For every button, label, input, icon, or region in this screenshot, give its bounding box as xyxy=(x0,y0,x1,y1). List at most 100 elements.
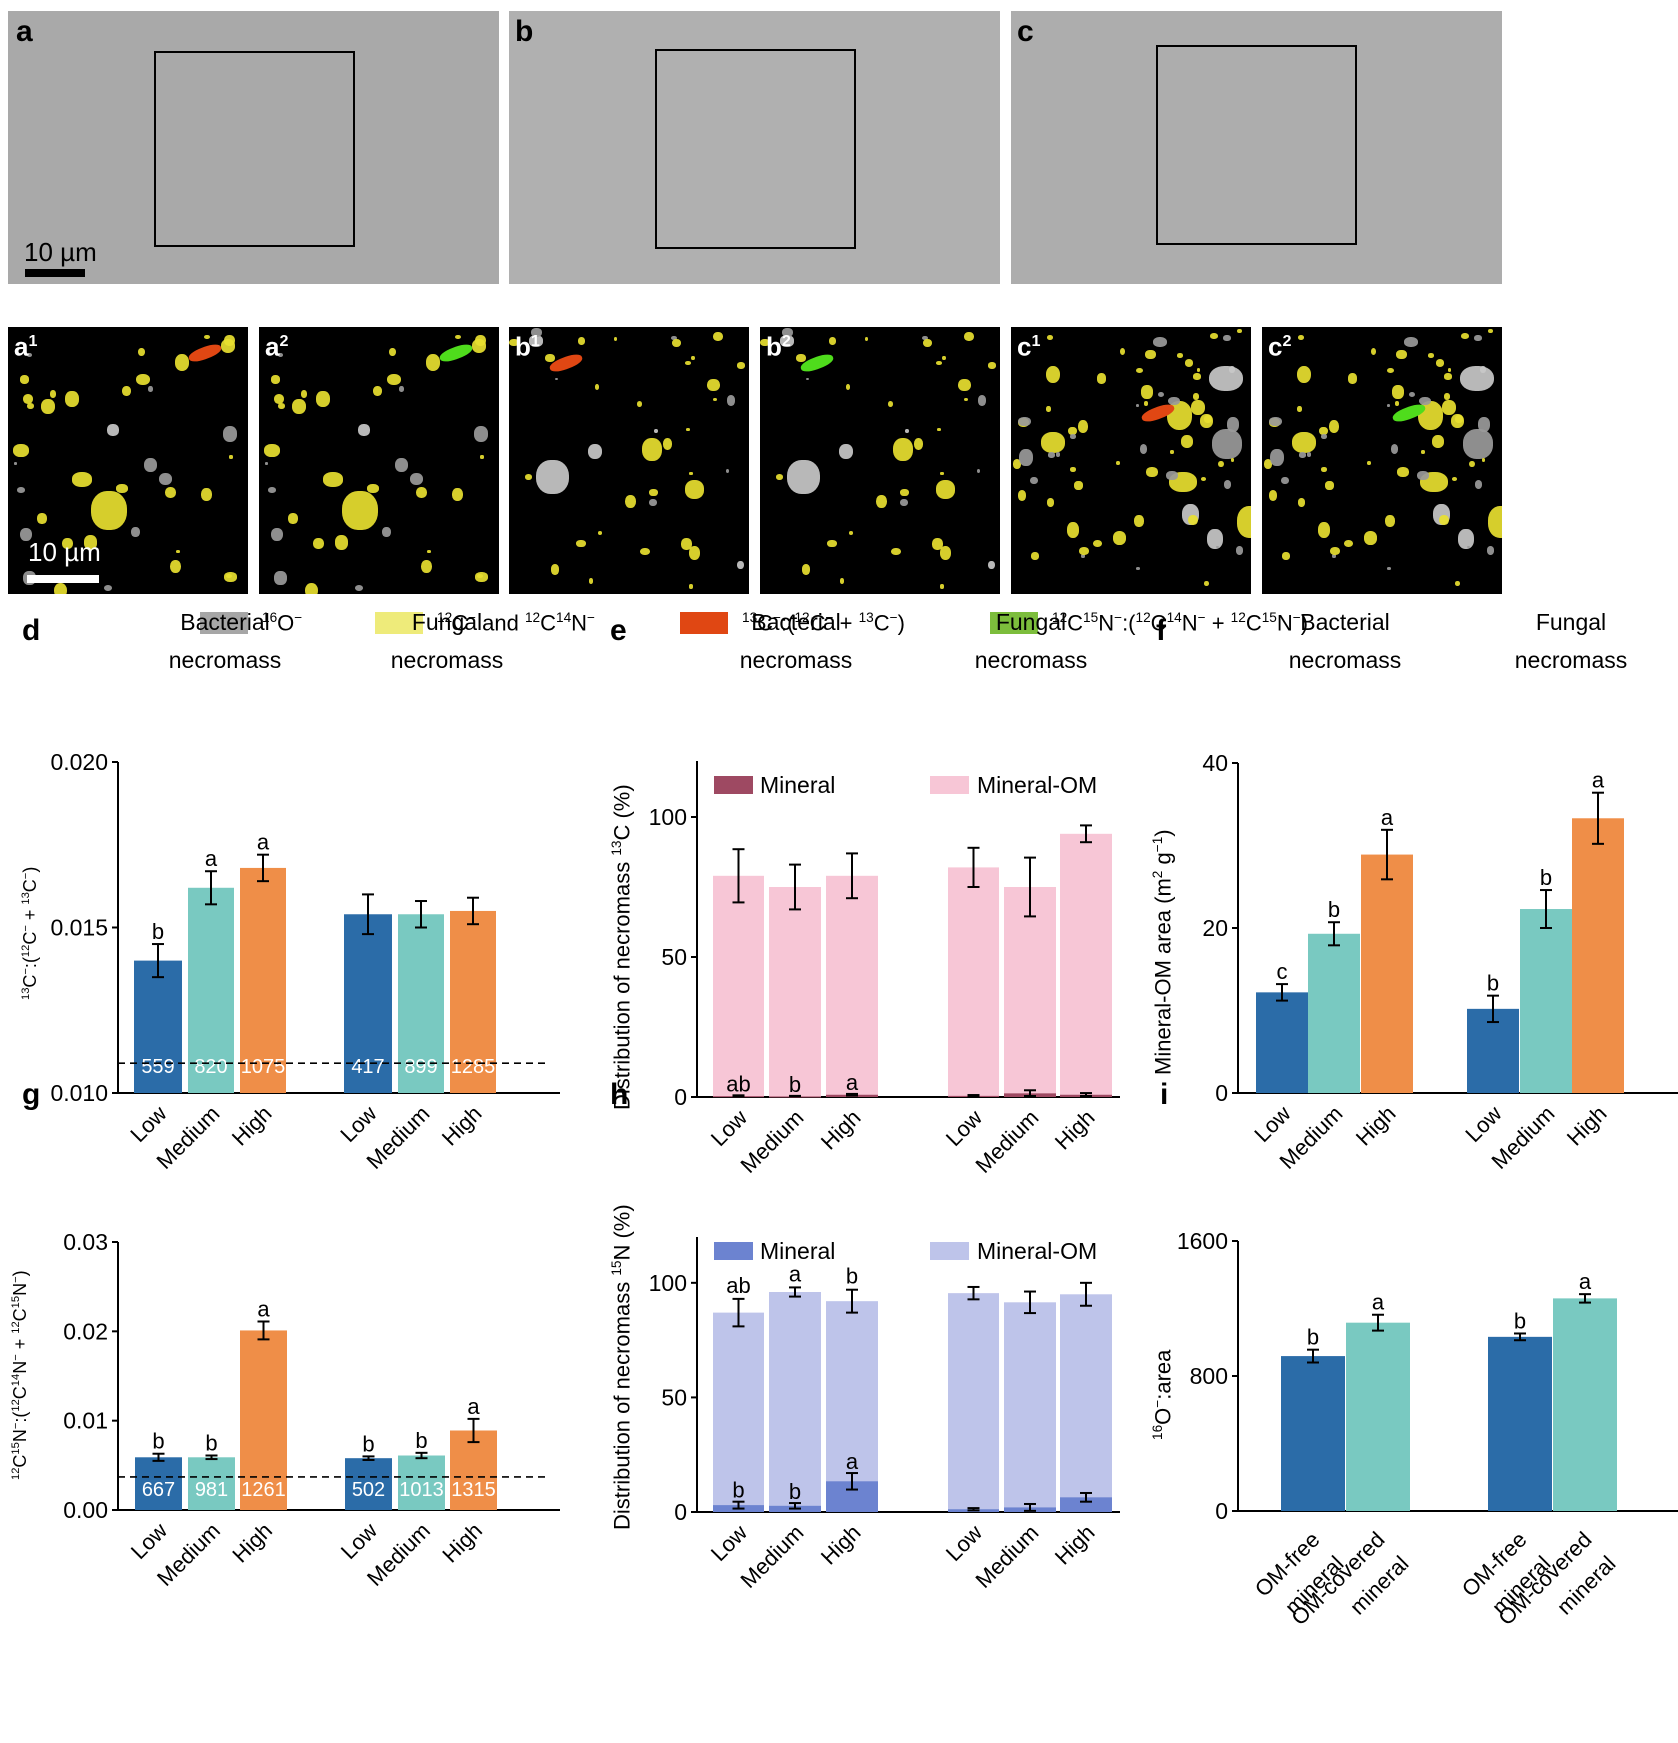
particle xyxy=(1487,506,1502,538)
particle xyxy=(576,539,586,547)
particle xyxy=(366,484,379,493)
sample-size-label: 559 xyxy=(141,1056,174,1078)
x-tick-label: High xyxy=(1562,1101,1612,1151)
bar xyxy=(188,1457,235,1510)
legend-item-12C: 12C− and 12C14N− xyxy=(375,610,595,636)
particle xyxy=(555,377,559,381)
particle xyxy=(1067,521,1080,538)
particle xyxy=(1431,434,1445,448)
particle xyxy=(707,378,721,392)
particle xyxy=(802,564,811,575)
panel-label-g: g xyxy=(22,1078,40,1111)
particle xyxy=(914,437,924,450)
particle xyxy=(1139,443,1148,454)
particle xyxy=(726,395,735,406)
particle xyxy=(1297,406,1302,412)
particle xyxy=(1455,581,1461,587)
y-tick-label: 0.015 xyxy=(50,915,108,941)
particle xyxy=(1184,359,1194,367)
particle xyxy=(1046,498,1054,507)
significance-letter: b xyxy=(362,1431,374,1456)
significance-letter: c xyxy=(1277,959,1288,984)
y-tick-label: 0 xyxy=(1215,1498,1228,1524)
y-tick-label: 0.020 xyxy=(50,749,108,775)
particle xyxy=(334,535,348,550)
particle xyxy=(1270,448,1284,466)
y-tick-label: 0 xyxy=(674,1499,687,1525)
particle xyxy=(106,424,119,436)
particle xyxy=(1119,347,1126,356)
particle xyxy=(1030,476,1039,485)
particle xyxy=(1363,531,1378,545)
significance-letter: b xyxy=(846,1264,858,1289)
particle xyxy=(1145,350,1156,360)
particle xyxy=(53,582,68,594)
particle xyxy=(942,355,946,361)
particle xyxy=(1116,460,1120,465)
y-tick-label: 0 xyxy=(674,1084,687,1110)
x-tick-label: Low xyxy=(126,1518,172,1564)
particle xyxy=(987,362,996,369)
particle xyxy=(1452,476,1458,481)
y-tick-label: 0.010 xyxy=(50,1080,108,1106)
particle xyxy=(169,559,182,574)
particle xyxy=(1157,391,1165,398)
particle xyxy=(1135,567,1140,571)
particle xyxy=(689,584,693,589)
particle xyxy=(13,443,30,457)
particle xyxy=(1318,521,1331,538)
legend-item-16O: 16O− xyxy=(200,610,302,636)
particle xyxy=(614,337,618,341)
particle xyxy=(685,360,692,365)
particle xyxy=(796,353,806,362)
y-tick-label: 50 xyxy=(661,1384,687,1410)
particle xyxy=(588,444,603,460)
particle xyxy=(1268,489,1278,501)
particle xyxy=(1343,539,1354,548)
particle xyxy=(288,513,299,524)
sample-size-label: 502 xyxy=(352,1479,385,1501)
particle xyxy=(1018,416,1031,427)
particle xyxy=(271,527,283,542)
nanosims-image-c2: c2 xyxy=(1262,327,1502,594)
particle xyxy=(670,335,677,341)
particle xyxy=(1031,552,1040,560)
group-title: necromass xyxy=(1515,647,1627,673)
particle xyxy=(1068,427,1077,436)
particle xyxy=(264,443,281,457)
significance-letter: b xyxy=(789,1072,801,1097)
group-title: Bacterial xyxy=(180,609,269,635)
particle xyxy=(354,584,364,592)
particle xyxy=(1046,406,1051,412)
particle xyxy=(1153,337,1168,348)
sample-size-label: 1285 xyxy=(451,1056,496,1078)
particle xyxy=(1207,529,1223,549)
particle xyxy=(1296,365,1312,384)
sample-size-label: 1013 xyxy=(399,1479,444,1501)
particle xyxy=(1177,353,1184,359)
bar-mineral xyxy=(1060,1497,1112,1512)
significance-letter: a xyxy=(1579,1269,1592,1294)
bar xyxy=(1281,1356,1345,1511)
particle xyxy=(1306,452,1312,458)
group-title: Fungal xyxy=(1536,609,1606,635)
region-of-interest-box xyxy=(154,51,355,247)
particle xyxy=(1228,366,1235,373)
panel-label-b2: b2 xyxy=(766,331,791,362)
x-tick-label: Low xyxy=(941,1105,987,1151)
particle xyxy=(222,426,237,442)
particle xyxy=(342,490,378,531)
particle xyxy=(409,473,424,486)
panel-label-f: f xyxy=(1156,614,1167,647)
particle xyxy=(940,584,944,589)
particle xyxy=(672,338,682,347)
bar xyxy=(1308,933,1360,1093)
particle xyxy=(1394,401,1400,406)
particle xyxy=(1201,476,1207,481)
particle xyxy=(781,328,793,338)
particle xyxy=(1045,365,1061,384)
particle xyxy=(775,473,784,480)
significance-letter: a xyxy=(467,1394,480,1419)
particle xyxy=(1386,567,1391,571)
particle xyxy=(641,438,662,461)
